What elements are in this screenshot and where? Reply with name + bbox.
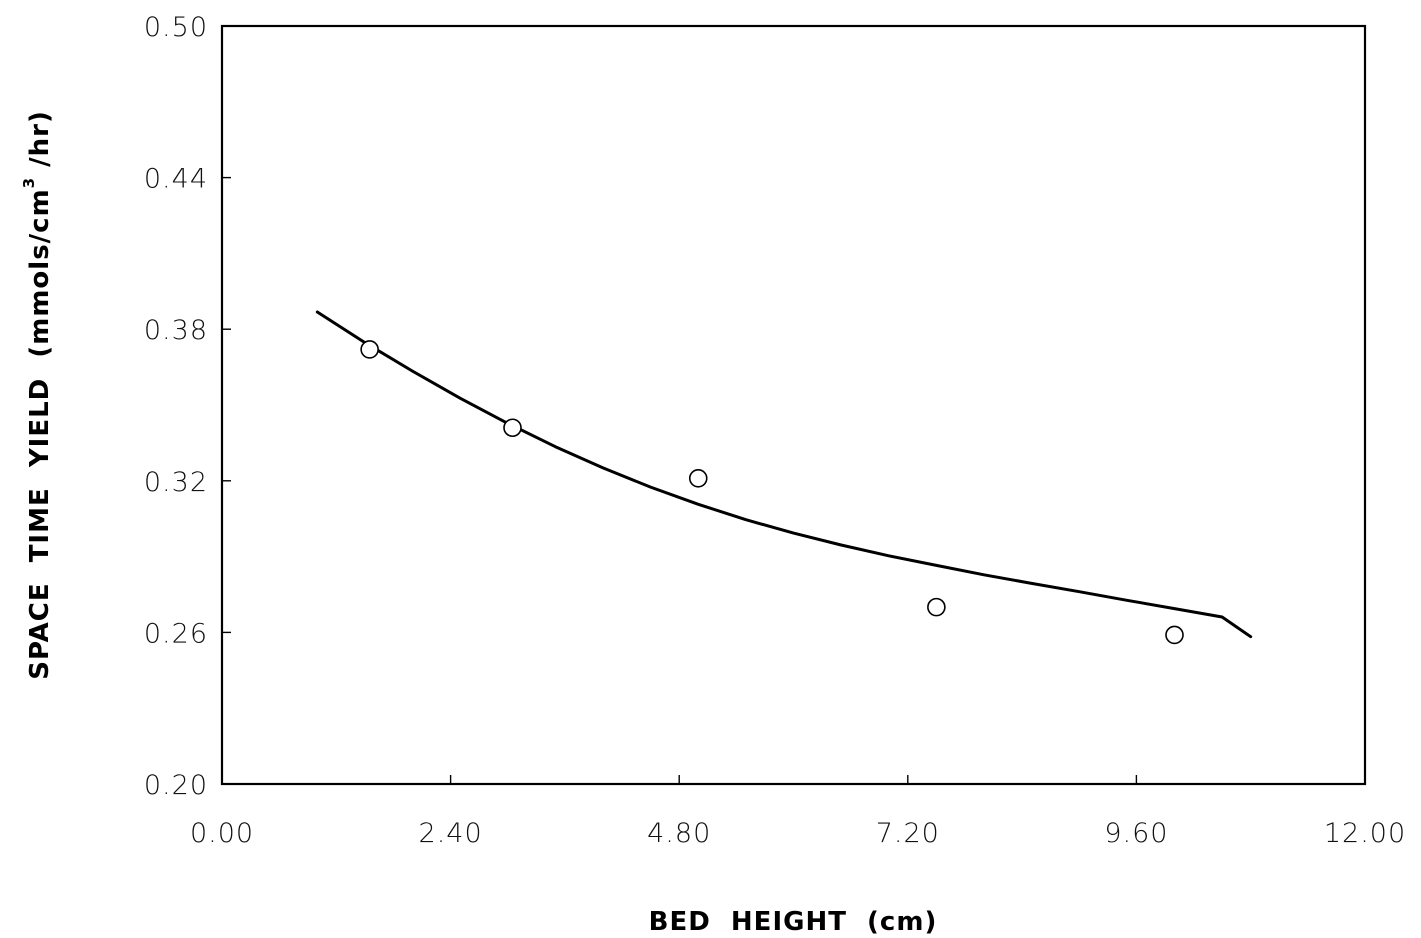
x-axis-title: BED HEIGHT (cm) [649, 907, 938, 937]
data-point-circle [503, 418, 522, 438]
y-axis-title-main: SPACE TIME YIELD (mmols/cm [25, 188, 55, 679]
y-tick-label: 0.38 [144, 315, 208, 346]
y-ticks: 0.20 0.26 0.32 0.38 0.44 0.50 [144, 12, 231, 801]
x-ticks: 0.00 2.40 4.80 7.20 9.60 12.00 [190, 775, 1406, 849]
x-tick-label: 7.20 [876, 818, 940, 849]
plot-frame-group [220, 24, 1367, 786]
series-layer [315, 310, 1253, 645]
data-point-circle [1165, 625, 1184, 645]
x-tick-label: 12.00 [1324, 818, 1406, 849]
x-tick-label: 9.60 [1104, 818, 1168, 849]
y-tick-label: 0.26 [144, 618, 208, 649]
y-tick-label: 0.32 [144, 467, 208, 498]
y-axis-title: SPACE TIME YIELD (mmols/cm3 /hr) [20, 80, 55, 730]
x-tick-label: 4.80 [647, 818, 711, 849]
y-axis-title-suffix: /hr) [25, 110, 55, 177]
x-tick-label: 0.00 [190, 818, 254, 849]
fitted-curve-line [315, 310, 1253, 639]
plot-frame [220, 24, 1367, 786]
data-point-circle [360, 340, 379, 359]
data-point-circle [927, 597, 946, 617]
x-tick-label: 2.40 [419, 818, 483, 849]
y-axis-title-superscript: 3 [20, 177, 38, 188]
data-point-circle [688, 468, 708, 488]
y-tick-label: 0.44 [144, 164, 208, 195]
y-tick-label: 0.50 [144, 12, 208, 43]
y-tick-label: 0.20 [144, 770, 208, 801]
